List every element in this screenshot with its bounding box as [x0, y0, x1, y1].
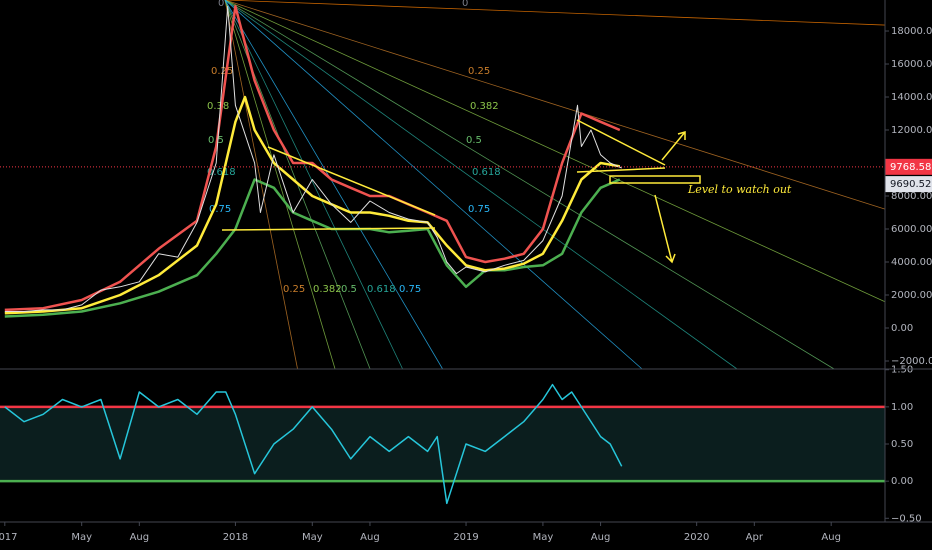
y-tick-label: 6000.00 [891, 224, 932, 235]
fan-line [224, 0, 835, 370]
y-tick-label: 1.50 [891, 365, 913, 376]
trend-line [576, 167, 666, 173]
drawings [221, 119, 701, 264]
y-tick-label: 0.00 [891, 476, 913, 487]
fib-label: 0.618 [367, 284, 396, 295]
x-tick-label: Apr [746, 532, 764, 543]
fan-line [224, 0, 738, 370]
fan-line [224, 0, 643, 370]
fib-label: 0 [462, 0, 468, 9]
x-tick-label: Aug [360, 532, 380, 543]
y-tick-label: 2000.00 [891, 290, 932, 301]
fib-label: 0.382 [470, 101, 499, 112]
fib-label: 0.38 [207, 101, 229, 112]
last-price-label: 9768.58 [890, 162, 931, 173]
fib-label: 0.382 [313, 284, 342, 295]
x-tick-label: Aug [821, 532, 841, 543]
y-tick-label: 12000.00 [891, 125, 932, 136]
x-tick-label: 2018 [223, 532, 248, 543]
fan-line [224, 0, 403, 370]
fan-line [224, 0, 298, 370]
y-tick-label: −2000.00 [891, 356, 932, 367]
level-price-box [885, 176, 932, 193]
fan-line [224, 0, 886, 303]
x-tick-label: 2019 [453, 532, 478, 543]
fib-label: 0.75 [399, 284, 421, 295]
level-price-label: 9690.52 [890, 179, 931, 190]
fan-line [224, 0, 886, 210]
fib-label: 0.5 [466, 135, 482, 146]
trend-line [221, 227, 436, 231]
x-tick-label: 2020 [684, 532, 709, 543]
x-tick-label: 2017 [0, 532, 18, 543]
series-line [4, 383, 623, 505]
fib-label: 0.25 [468, 66, 490, 77]
fib-label: 0.618 [207, 167, 236, 178]
last-price-box [885, 158, 932, 175]
fan-line [224, 0, 886, 26]
arrow-down [654, 194, 676, 264]
series-line [4, 95, 621, 315]
x-tick-label: May [71, 532, 92, 543]
y-tick-label: 14000.00 [891, 92, 932, 103]
fib-label: 0.5 [341, 284, 357, 295]
fib-label: 0.75 [209, 204, 231, 215]
y-tick-label: 18000.00 [891, 26, 932, 37]
y-tick-label: 0.50 [891, 439, 913, 450]
series-line [4, 5, 621, 312]
y-tick-label: 0.00 [891, 323, 913, 334]
y-tick-label: −0.50 [891, 513, 922, 524]
fib-label: 0.25 [283, 284, 305, 295]
x-tick-label: Aug [591, 532, 611, 543]
fan-line [224, 0, 443, 370]
series-line [4, 5, 622, 312]
fan-line [224, 0, 336, 370]
trend-line [576, 119, 666, 166]
arrow-up [661, 131, 686, 161]
fib-label: 0.75 [468, 204, 490, 215]
x-tick-label: May [533, 532, 554, 543]
y-tick-label: 4000.00 [891, 257, 932, 268]
y-tick-label: 1.00 [891, 402, 913, 413]
annotation: Level to watch out [687, 183, 792, 196]
fib-label: 0 [218, 0, 224, 9]
trend-line [267, 146, 436, 216]
fib-label: 0.25 [211, 66, 233, 77]
x-tick-label: May [302, 532, 323, 543]
level-box [609, 175, 701, 184]
x-tick-label: Aug [130, 532, 150, 543]
y-tick-label: 8000.00 [891, 191, 932, 202]
y-tick-label: 16000.00 [891, 59, 932, 70]
fib-label: 0.618 [472, 167, 501, 178]
